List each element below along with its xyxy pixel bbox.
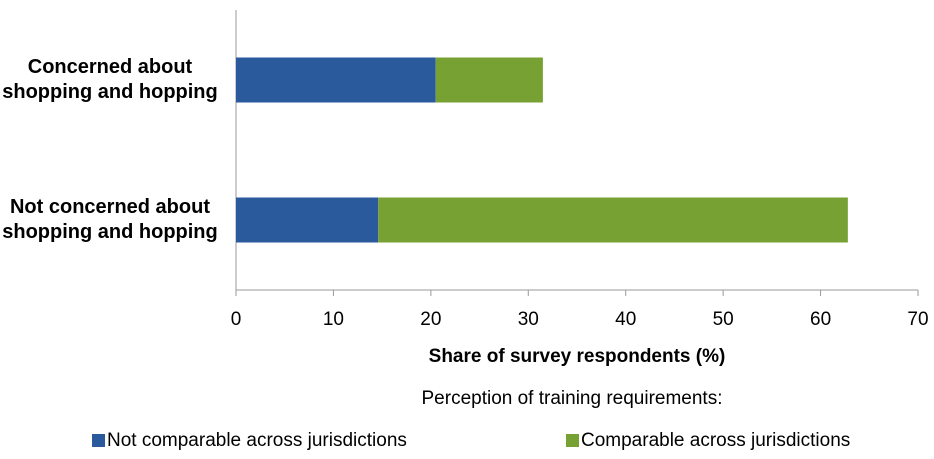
bar-segment: [236, 57, 436, 103]
x-axis-title: Share of survey respondents (%): [429, 346, 726, 367]
y-tick-label: Not concerned about shopping and hopping: [2, 196, 218, 243]
x-tick-label: 60: [810, 309, 831, 330]
y-tick-label: Concerned about shopping and hopping: [2, 56, 218, 103]
legend-swatch: [566, 434, 579, 447]
legend-label: Not comparable across jurisdictions: [107, 430, 407, 451]
bar-segment: [435, 57, 543, 103]
x-tick-label: 70: [907, 309, 928, 330]
x-tick-label: 30: [518, 309, 539, 330]
x-tick-label: 20: [420, 309, 441, 330]
legend-title: Perception of training requirements:: [422, 388, 723, 409]
x-tick-label: 10: [323, 309, 344, 330]
legend-label: Comparable across jurisdictions: [581, 430, 850, 451]
x-tick-label: 0: [231, 309, 242, 330]
legend-swatch: [92, 434, 105, 447]
bar-segment: [378, 197, 848, 243]
x-tick-label: 50: [713, 309, 734, 330]
bar-segment: [236, 197, 379, 243]
x-tick-label: 40: [615, 309, 636, 330]
